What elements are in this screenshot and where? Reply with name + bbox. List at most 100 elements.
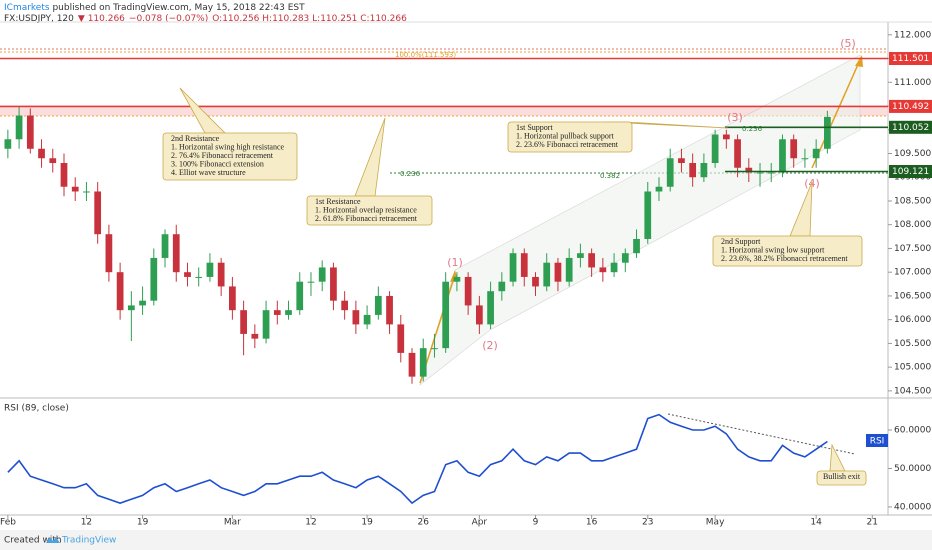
candle-body [442,281,450,349]
published: published on TradingView.com, May 15, 20… [50,3,306,13]
rsi-badge-label: RSI [870,437,885,447]
callout-text: Bullish exit [823,472,861,481]
x-tick-label: 14 [810,518,822,528]
candle-body [431,348,438,350]
candle-body [105,234,113,273]
callout-text: 1. Horizontal overlap resistance [315,205,417,214]
callout-box [162,132,298,181]
symbol: FX:USDJPY, 120 [4,14,74,24]
candle-body [633,238,640,254]
candle-body [229,286,236,311]
y-tick-label: 108.000 [894,220,931,230]
candle-body [15,115,23,140]
callout-text: 1. Horizontal swing low support [721,245,825,254]
level-label: 109.121 [892,167,929,177]
callout-box [507,121,633,153]
arrow [811,59,861,169]
candle-body [307,281,315,283]
callout-text: 1. Horizontal pullback support [516,131,615,140]
level-badge [889,120,932,134]
candle-body [812,148,820,159]
rsi-badge [866,434,888,447]
candle-body [532,276,539,287]
candle-body [689,163,697,178]
candle-body [745,167,753,173]
callout-text: 2. 61.8% Fibonacci retracement [315,214,418,223]
x-tick-label: 12 [81,518,92,528]
candle-body [94,191,102,235]
candle-body [801,158,809,160]
x-tick-label: Feb [0,518,16,528]
y-tick-label: 106.500 [894,291,931,301]
y-tick-label: 40.0000 [894,502,931,512]
candle-body [150,257,158,301]
candle-body [475,305,483,325]
candle-body [734,139,741,168]
candle-body [139,300,146,306]
resistance-zone [0,106,888,116]
candle-body [161,234,169,258]
candle-body [206,262,214,277]
candle-body [318,267,326,282]
candle-body [262,310,270,339]
candle-body [543,262,551,287]
x-tick-label: Apr [472,518,488,528]
candle-body [756,172,764,174]
callout-text: 3. 100% Fibonacci extension [171,159,264,168]
candle-body [116,272,124,311]
candle-body [38,148,45,159]
candle-body [60,163,68,187]
x-tick-label: Mar [224,518,241,528]
y-tick-label: 106.000 [894,315,931,325]
fib-label: 100.0%(111.593) [395,51,456,59]
callout-text: 4. Elliot wave structure [171,168,246,177]
y-tick-label: 109.500 [894,149,931,159]
candle-body [184,272,191,277]
footer-bar [0,530,932,550]
candle-body [644,191,652,239]
candle-body [700,163,708,178]
candle-body [195,276,203,278]
wave-label: (1) [447,256,463,269]
candle-body [408,352,416,377]
ohlc: O:110.256 H:110.283 L:110.251 C:110.266 [212,14,407,24]
candle-body [554,262,562,282]
x-tick-label: 26 [418,518,430,528]
candle-body [666,158,674,187]
candle-body [610,262,618,273]
candle-body [330,267,337,301]
candle-body [127,305,135,311]
callout-box [712,235,863,267]
candle-body [240,310,247,334]
candle-body [83,191,90,193]
candle-body [588,253,595,268]
wave-label: (2) [482,339,498,352]
candle-body [790,139,798,159]
level-label: 110.052 [892,123,929,133]
level-badge [889,164,932,178]
candle-body [26,115,34,149]
x-tick-label: 19 [361,518,373,528]
last: 110.266 [88,14,125,24]
y-tick-label: 108.500 [894,196,931,206]
candle-body [722,134,730,140]
candle-body [374,295,382,315]
callout-box [816,470,867,486]
candle-body [577,253,584,258]
candle-body [285,310,292,315]
candle-body [464,276,472,306]
x-tick-label: 23 [642,518,653,528]
fib-label: 0.382 [600,172,620,180]
candle-body [509,253,517,282]
candle-body [172,234,180,273]
candle-body [273,310,281,315]
logo [46,537,60,543]
candle-body [419,348,427,377]
callout-text: 1. Horizontal swing high resistance [171,142,285,151]
fib-label: 0.236 [742,125,763,133]
x-tick-label: 19 [137,518,149,528]
candle-body [4,139,12,149]
